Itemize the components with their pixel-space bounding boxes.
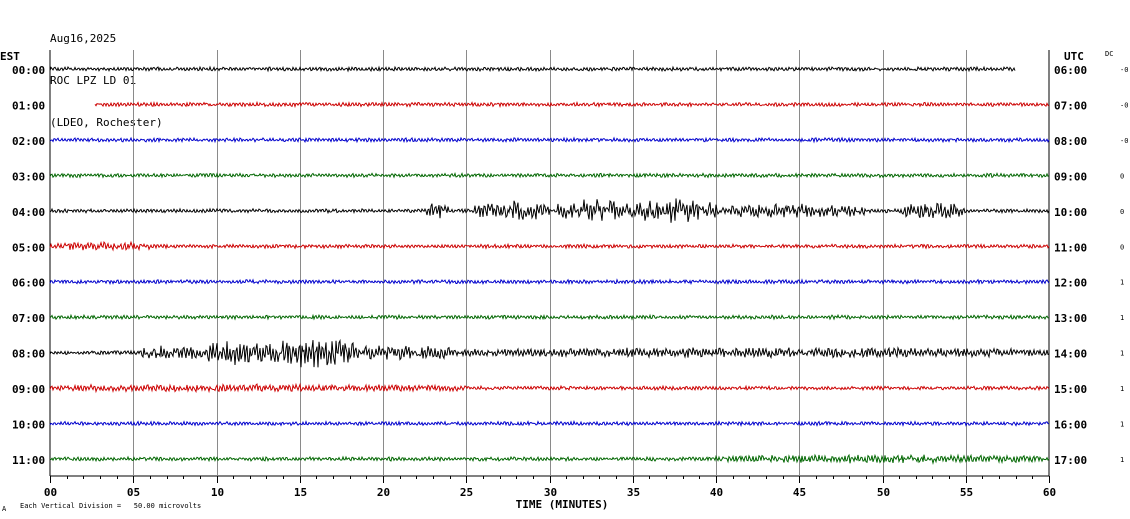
trace-group xyxy=(49,65,1050,465)
est-time-label: 06:00 xyxy=(12,277,45,290)
utc-time-label: 14:00 xyxy=(1054,348,1087,361)
utc-time-label: 13:00 xyxy=(1054,312,1087,325)
footer-note: Each Vertical Division = 50.00 microvolt… xyxy=(20,502,201,510)
trace-line xyxy=(49,420,1050,428)
trace-line xyxy=(49,453,1050,465)
dc-value: 1 xyxy=(1120,385,1124,393)
utc-time-label: 17:00 xyxy=(1054,454,1087,467)
x-tick-label: 00 xyxy=(44,486,57,499)
header-block: Aug16,2025 ROC LPZ LD 01 (LDEO, Rocheste… xyxy=(50,4,163,144)
trace-line xyxy=(49,382,1050,394)
est-time-label: 00:00 xyxy=(12,64,45,77)
utc-time-label: 07:00 xyxy=(1054,99,1087,112)
x-tick-label: 55 xyxy=(960,486,973,499)
utc-time-label: 08:00 xyxy=(1054,135,1087,148)
x-tick-label: 35 xyxy=(627,486,640,499)
utc-time-label: 11:00 xyxy=(1054,241,1087,254)
utc-time-label: 12:00 xyxy=(1054,277,1087,290)
row-labels: 00:00 06:00 -0 01:00 07:00 -0 02:00 08:00 -0 03:0… xyxy=(12,64,1128,467)
trace-line xyxy=(94,100,1050,108)
dc-value: -0 xyxy=(1120,66,1128,74)
x-axis-label: TIME (MINUTES) xyxy=(516,498,609,511)
x-tick-label: 15 xyxy=(294,486,307,499)
header-station: ROC LPZ LD 01 xyxy=(50,74,137,87)
dc-value: 0 xyxy=(1120,208,1124,216)
utc-time-label: 16:00 xyxy=(1054,419,1087,432)
dc-value: -0 xyxy=(1120,101,1128,109)
dc-value: -0 xyxy=(1120,137,1128,145)
header-network: (LDEO, Rochester) xyxy=(50,116,163,129)
x-tick-label: 45 xyxy=(793,486,806,499)
utc-time-label: 10:00 xyxy=(1054,206,1087,219)
right-axis-label: UTC xyxy=(1064,50,1084,63)
trace-line xyxy=(49,313,1050,321)
utc-time-label: 09:00 xyxy=(1054,170,1087,183)
x-tick-label: 05 xyxy=(127,486,140,499)
x-tick-label: 20 xyxy=(377,486,390,499)
dc-value: 1 xyxy=(1120,279,1124,287)
utc-time-label: 06:00 xyxy=(1054,64,1087,77)
utc-time-label: 15:00 xyxy=(1054,383,1087,396)
x-axis: 00 05 10 15 20 25 30 35 40 45 50 55 60 xyxy=(44,476,1056,499)
trace-line xyxy=(49,338,1050,368)
dc-value: 1 xyxy=(1120,350,1124,358)
trace-line xyxy=(49,65,1016,73)
dc-label: DC xyxy=(1105,50,1113,58)
est-time-label: 11:00 xyxy=(12,454,45,467)
left-axis-label: EST xyxy=(0,50,20,63)
x-tick-label: 25 xyxy=(460,486,473,499)
dc-value: 0 xyxy=(1120,243,1124,251)
grid-lines xyxy=(49,50,1050,477)
trace-line xyxy=(49,278,1050,286)
dc-value: 0 xyxy=(1120,172,1124,180)
x-tick-label: 40 xyxy=(710,486,723,499)
dc-value: 1 xyxy=(1120,456,1124,464)
est-time-label: 03:00 xyxy=(12,170,45,183)
header-date: Aug16,2025 xyxy=(50,32,117,45)
est-time-label: 07:00 xyxy=(12,312,45,325)
footer-mark: A xyxy=(2,505,7,513)
est-time-label: 05:00 xyxy=(12,241,45,254)
est-time-label: 08:00 xyxy=(12,348,45,361)
dc-value: 1 xyxy=(1120,421,1124,429)
est-time-label: 01:00 xyxy=(12,99,45,112)
est-time-label: 09:00 xyxy=(12,383,45,396)
est-time-label: 04:00 xyxy=(12,206,45,219)
trace-line xyxy=(49,240,1050,252)
est-time-label: 10:00 xyxy=(12,419,45,432)
trace-line xyxy=(49,136,1050,144)
x-tick-label: 50 xyxy=(877,486,890,499)
dc-value: 1 xyxy=(1120,314,1124,322)
trace-line xyxy=(49,171,1050,179)
x-tick-label: 30 xyxy=(544,486,557,499)
x-tick-label: 10 xyxy=(211,486,224,499)
est-time-label: 02:00 xyxy=(12,135,45,148)
x-tick-label: 60 xyxy=(1043,486,1056,499)
trace-line xyxy=(49,198,1050,223)
